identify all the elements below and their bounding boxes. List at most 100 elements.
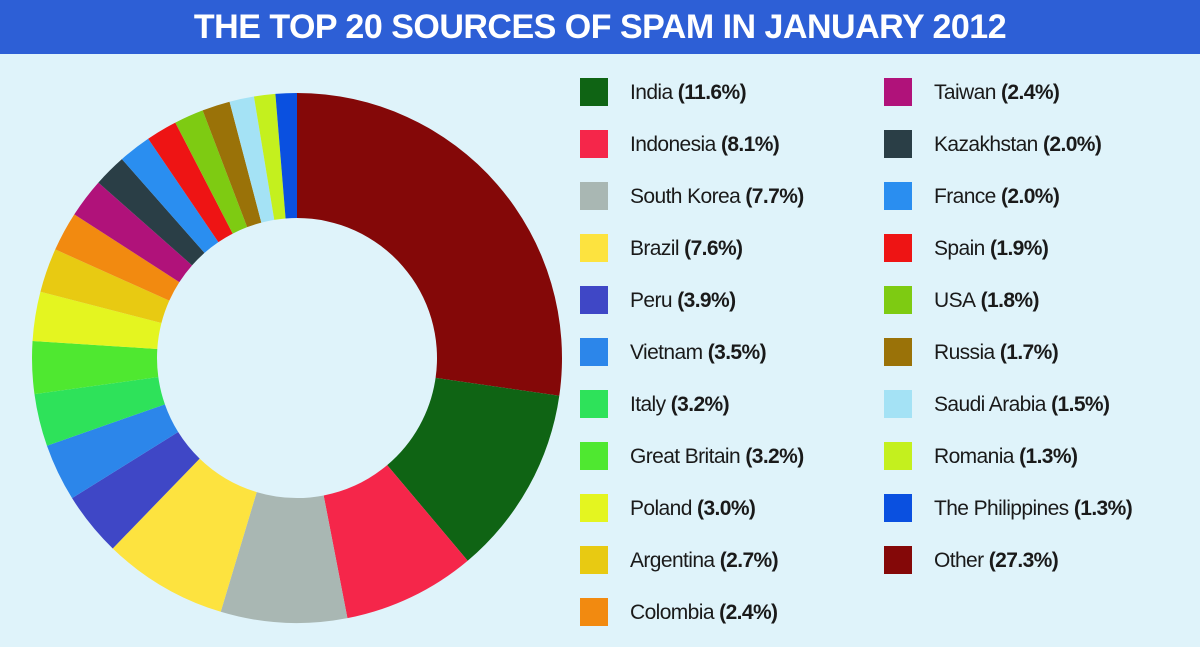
legend-value: (1.9%) (990, 237, 1048, 260)
legend-value: (2.4%) (1001, 81, 1059, 104)
legend-value: (2.0%) (1001, 185, 1059, 208)
legend-label: Brazil (7.6%) (630, 237, 742, 260)
legend-label: Vietnam (3.5%) (630, 341, 766, 364)
legend-swatch (580, 494, 608, 522)
legend-value: (1.8%) (981, 289, 1039, 312)
legend-swatch (884, 338, 912, 366)
legend-name: Vietnam (630, 341, 703, 364)
legend-name: Indonesia (630, 133, 717, 156)
legend-name: Taiwan (934, 81, 996, 104)
legend-name: Saudi Arabia (934, 393, 1047, 416)
donut-slice (55, 214, 180, 301)
donut-slice (74, 182, 193, 283)
legend-value: (3.2%) (745, 445, 803, 468)
legend-label: The Philippines (1.3%) (934, 497, 1132, 520)
legend-value: (1.5%) (1051, 393, 1109, 416)
donut-slice (34, 377, 165, 446)
legend-swatch (884, 182, 912, 210)
legend-name: Romania (934, 445, 1015, 468)
legend-swatch (580, 546, 608, 574)
legend-name: Italy (630, 393, 667, 416)
legend-name: USA (934, 289, 976, 312)
legend-value: (1.3%) (1019, 445, 1077, 468)
legend-label: Russia (1.7%) (934, 341, 1058, 364)
donut-slice (229, 96, 275, 223)
legend-label: Indonesia (8.1%) (630, 133, 779, 156)
legend-swatch (884, 442, 912, 470)
donut-slice (121, 138, 219, 253)
legend-swatch (580, 286, 608, 314)
legend-swatch (580, 338, 608, 366)
legend-swatch (580, 598, 608, 626)
legend-name: Other (934, 549, 984, 572)
donut-slice (297, 93, 562, 396)
legend-value: (2.7%) (720, 549, 778, 572)
legend-swatch (580, 78, 608, 106)
legend-label: Italy (3.2%) (630, 393, 729, 416)
legend-name: Colombia (630, 601, 715, 624)
legend-name: The Philippines (934, 497, 1069, 520)
legend-value: (2.0%) (1043, 133, 1101, 156)
legend-name: France (934, 185, 996, 208)
donut-slice (175, 110, 248, 234)
legend-value: (7.7%) (745, 185, 803, 208)
legend-value: (3.2%) (671, 393, 729, 416)
legend-swatch (580, 182, 608, 210)
donut-slice (72, 432, 200, 549)
legend-label: Peru (3.9%) (630, 289, 735, 312)
legend-name: Spain (934, 237, 985, 260)
legend-value: (1.7%) (1000, 341, 1058, 364)
donut-slice (148, 122, 233, 243)
legend-value: (1.3%) (1074, 497, 1132, 520)
donut-slice (31, 340, 159, 395)
chart-title: THE TOP 20 SOURCES OF SPAM IN JANUARY 20… (0, 0, 1200, 54)
legend-label: Romania (1.3%) (934, 445, 1077, 468)
legend-swatch (580, 390, 608, 418)
legend-swatch (884, 78, 912, 106)
legend-label: Great Britain (3.2%) (630, 445, 804, 468)
legend-swatch (884, 546, 912, 574)
legend-label: Spain (1.9%) (934, 237, 1048, 260)
legend-name: India (630, 81, 673, 104)
legend-name: Peru (630, 289, 672, 312)
legend-swatch (884, 130, 912, 158)
donut-slice (253, 93, 286, 220)
legend-label: Saudi Arabia (1.5%) (934, 393, 1109, 416)
legend-swatch (884, 286, 912, 314)
legend-name: Argentina (630, 549, 715, 572)
legend-label: Poland (3.0%) (630, 497, 755, 520)
donut-slice (202, 101, 262, 228)
legend-value: (8.1%) (721, 133, 779, 156)
legend-label: Other (27.3%) (934, 549, 1058, 572)
legend-name: Brazil (630, 237, 679, 260)
legend-value: (7.6%) (684, 237, 742, 260)
legend-name: South Korea (630, 185, 741, 208)
legend-label: Kazakhstan (2.0%) (934, 133, 1101, 156)
legend-value: (11.6%) (678, 81, 746, 104)
legend-swatch (884, 390, 912, 418)
legend-label: South Korea (7.7%) (630, 185, 804, 208)
legend-label: France (2.0%) (934, 185, 1059, 208)
donut-slice (220, 492, 348, 623)
donut-slice (275, 93, 297, 219)
legend-name: Russia (934, 341, 996, 364)
legend-label: Colombia (2.4%) (630, 601, 777, 624)
legend-swatch (580, 130, 608, 158)
donut-slice (112, 458, 257, 612)
legend-label: Taiwan (2.4%) (934, 81, 1059, 104)
donut-slice (40, 249, 170, 324)
donut-slice (32, 291, 162, 349)
legend-value: (3.5%) (708, 341, 766, 364)
legend-name: Kazakhstan (934, 133, 1038, 156)
legend-swatch (580, 442, 608, 470)
legend-value: (3.9%) (677, 289, 735, 312)
legend-label: India (11.6%) (630, 81, 746, 104)
legend-label: USA (1.8%) (934, 289, 1039, 312)
legend-name: Poland (630, 497, 692, 520)
legend-swatch (884, 494, 912, 522)
legend-swatch (580, 234, 608, 262)
legend-value: (27.3%) (989, 549, 1058, 572)
legend-swatch (884, 234, 912, 262)
